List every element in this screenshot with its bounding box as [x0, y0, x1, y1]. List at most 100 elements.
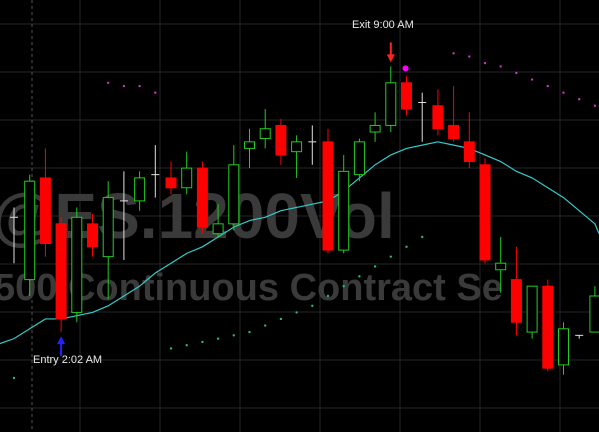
psar-dot-above: [499, 65, 502, 68]
candle-body-down: [322, 141, 334, 251]
candle-body-down: [55, 223, 67, 320]
candle-body-up: [181, 167, 193, 189]
candle: [322, 128, 334, 254]
candle: [448, 86, 460, 142]
candle-body-down: [165, 177, 177, 189]
candle: [87, 214, 98, 257]
candle-body-up: [259, 128, 271, 140]
psar-dot-below: [326, 294, 330, 298]
candle: [369, 112, 381, 142]
psar-dot-below: [201, 340, 204, 344]
candle-body-up: [385, 82, 397, 126]
psar-dot-above: [154, 91, 157, 94]
psar-dot-below: [358, 275, 361, 278]
psar-dot-above: [107, 81, 110, 85]
candle: [495, 236, 507, 293]
candle: [71, 207, 83, 323]
candle: [119, 171, 128, 260]
candle-body-up: [589, 295, 599, 333]
entry-label: Entry 2:02 AM: [33, 354, 102, 366]
candle: [432, 89, 444, 136]
psar-dot-below: [232, 334, 235, 337]
candle-body-up: [526, 285, 538, 333]
parabolic-sar: [12, 52, 597, 380]
psar-dot-below: [295, 311, 298, 314]
psar-dot-above: [483, 61, 487, 65]
candle: [134, 171, 146, 211]
psar-dot-above: [593, 104, 597, 107]
candle: [24, 174, 36, 296]
candle: [353, 138, 365, 182]
candle-body-down: [39, 177, 51, 245]
candle-body-up: [212, 223, 224, 235]
candle: [401, 76, 412, 116]
candle: [463, 112, 475, 169]
candle: [308, 125, 317, 165]
candle-body-up: [495, 262, 507, 271]
candle-body-down: [510, 279, 522, 323]
psar-dot-above: [515, 71, 518, 75]
candle-body-up: [369, 124, 381, 133]
watermark-description: 500 Continuous Contract Se: [0, 267, 503, 309]
candle-body-up: [558, 328, 569, 366]
psar-dot-above: [530, 78, 534, 81]
exit-arrow-head: [386, 54, 395, 63]
candle-body-down: [401, 82, 412, 110]
candle: [244, 128, 255, 169]
psar-dot-below: [216, 337, 220, 340]
psar-dot-below: [169, 347, 173, 350]
candle-body-down: [542, 285, 554, 369]
candle-body-down: [196, 167, 208, 228]
candle: [589, 286, 599, 333]
candle-body-down: [275, 124, 287, 156]
psar-dot-above: [452, 52, 455, 55]
candle: [212, 204, 224, 237]
psar-dot-above: [562, 91, 565, 94]
candle-body-up: [24, 180, 36, 281]
candle: [228, 145, 240, 231]
candle: [575, 334, 584, 339]
psar-dot-below: [342, 284, 345, 288]
candles: [10, 66, 599, 375]
psar-dot-below: [389, 255, 392, 258]
candle: [385, 66, 397, 132]
candle: [55, 217, 67, 333]
candle: [196, 161, 208, 234]
candle-body-down: [432, 105, 444, 130]
candle: [275, 118, 287, 165]
psar-dot-below: [421, 235, 424, 239]
candle: [181, 151, 193, 195]
candle: [338, 154, 350, 254]
candle-body-down: [448, 124, 460, 140]
psar-dot-above: [122, 84, 126, 88]
candle: [151, 145, 160, 198]
candle: [542, 279, 554, 372]
candle-body-up: [353, 141, 365, 176]
psar-dot-above: [546, 84, 549, 88]
candle: [291, 135, 303, 178]
psar-dot-below: [405, 245, 408, 248]
psar-dot-below: [373, 265, 377, 268]
exit-label: Exit 9:00 AM: [352, 19, 414, 31]
psar-dot-below: [279, 317, 283, 321]
trade-markers: [57, 42, 409, 357]
candle: [165, 161, 177, 195]
candle: [418, 92, 427, 142]
candle-body-up: [228, 164, 240, 225]
psar-dot-below: [311, 304, 314, 308]
moving-average: [0, 141, 599, 345]
candle: [558, 322, 569, 375]
candle: [102, 181, 114, 300]
psar-dot-above: [138, 84, 141, 88]
candle-body-up: [71, 216, 83, 313]
candle: [510, 246, 522, 336]
candle-body-down: [479, 164, 491, 261]
exit-marker: [402, 65, 409, 72]
candle-body-up: [291, 141, 303, 153]
psar-dot-above: [578, 98, 581, 101]
candle-body-up: [102, 197, 114, 258]
candle: [39, 148, 51, 257]
